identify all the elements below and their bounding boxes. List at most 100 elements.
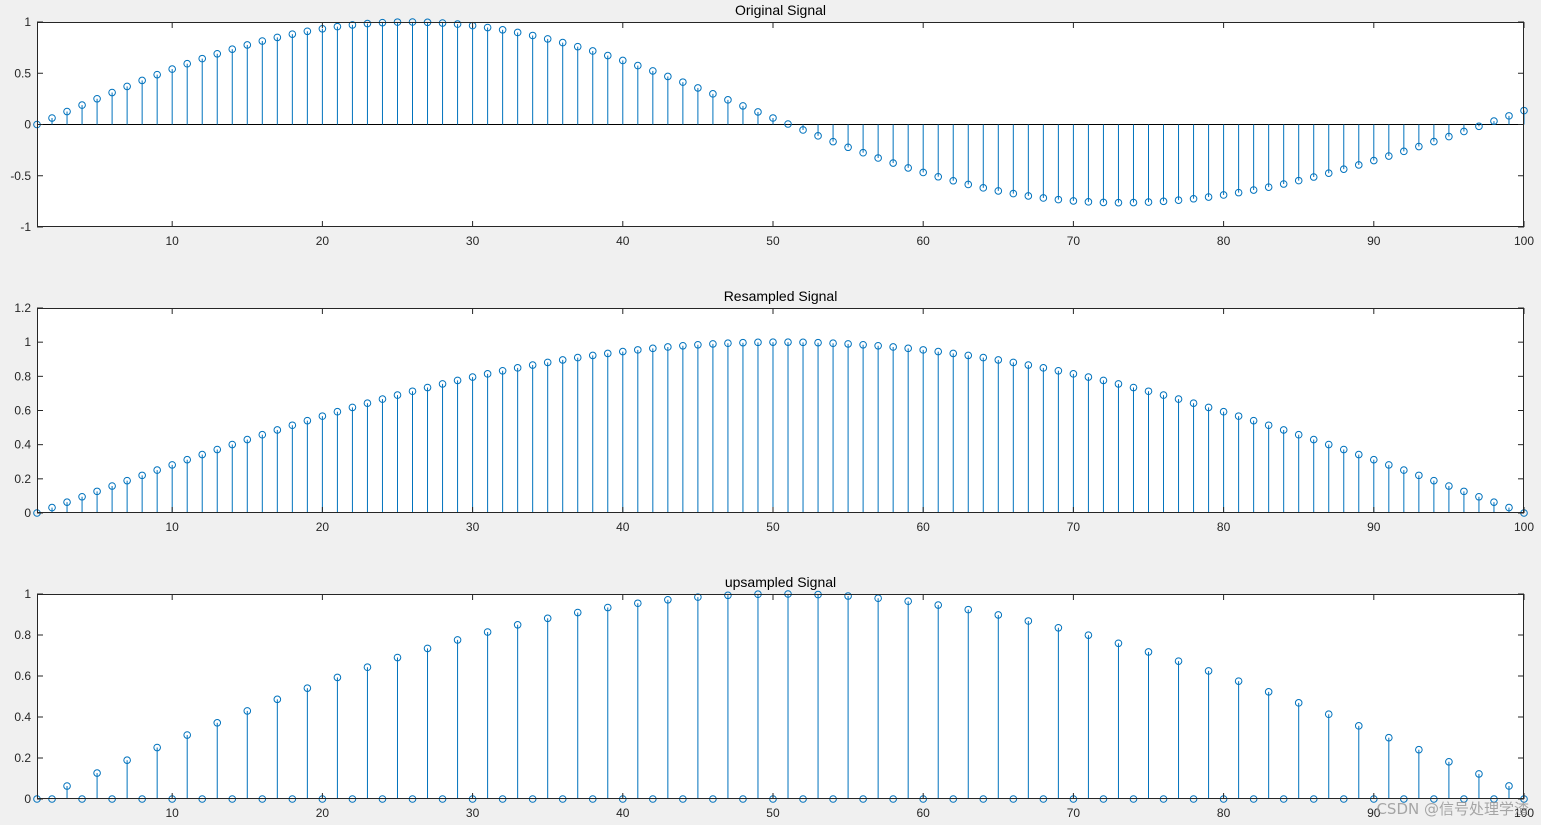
chart-title: upsampled Signal [725, 574, 836, 590]
stem-marker [844, 592, 852, 600]
y-tick-label: 0.8 [14, 369, 31, 383]
x-tick-label: 100 [1514, 234, 1534, 248]
stem-marker [1264, 183, 1273, 191]
stem-marker [198, 450, 207, 459]
stem-marker [498, 366, 507, 375]
stem-marker [1159, 197, 1168, 206]
y-tick-label: 1 [24, 15, 31, 29]
stem-marker [258, 430, 267, 439]
stem-marker [1445, 482, 1453, 490]
stem-marker [1490, 498, 1498, 506]
stem-marker [423, 383, 432, 392]
stem-marker [904, 344, 912, 353]
axes-background [37, 594, 1524, 799]
x-tick-label: 10 [166, 520, 180, 534]
stem-marker [874, 341, 882, 350]
stem-marker [1339, 165, 1348, 173]
stem-marker [1460, 127, 1468, 136]
stem-marker [63, 107, 71, 116]
stem-marker [363, 19, 372, 28]
x-tick-label: 100 [1514, 520, 1534, 534]
stem-marker [453, 20, 462, 28]
stem-marker [138, 76, 146, 85]
stem-marker [543, 35, 552, 43]
stem-marker [528, 361, 537, 369]
stem-marker [1324, 169, 1333, 177]
stem-marker [949, 349, 958, 358]
stem-marker [123, 476, 131, 485]
stem-marker [1144, 648, 1153, 656]
stem-marker [543, 614, 552, 623]
stem-marker [123, 756, 131, 764]
stem-marker [438, 19, 447, 27]
stem-marker [1415, 142, 1423, 151]
y-tick-label: 0.5 [14, 66, 31, 80]
stem-marker [1505, 112, 1513, 120]
stem-marker [1009, 358, 1018, 367]
x-tick-label: 60 [917, 234, 931, 248]
stem-marker [333, 673, 342, 682]
stem-marker [168, 65, 176, 73]
stem-marker [48, 503, 56, 512]
y-tick-label: 0.2 [14, 751, 31, 765]
stem-marker [303, 416, 312, 425]
stem-marker [1084, 373, 1093, 381]
stem-marker [1264, 421, 1273, 430]
stem-marker [1054, 195, 1063, 204]
stem-marker [919, 168, 927, 177]
y-tick-label: 0.6 [14, 404, 31, 418]
x-tick-label: 90 [1367, 520, 1381, 534]
stem-marker [769, 114, 777, 122]
stem-marker [228, 45, 237, 54]
stem-marker [1430, 476, 1438, 485]
stem-marker [1385, 733, 1393, 742]
x-tick-label: 40 [616, 520, 630, 534]
watermark: CSDN @信号处理学渣 [1376, 800, 1529, 818]
y-tick-label: 1 [24, 335, 31, 349]
stem-marker [679, 78, 687, 86]
stem-marker [183, 731, 192, 739]
stem-marker [1069, 197, 1078, 205]
stem-marker [1249, 416, 1258, 425]
stem-marker [93, 769, 101, 777]
stem-marker [588, 351, 597, 360]
axes-background [37, 308, 1524, 513]
stem-marker [213, 719, 222, 727]
stem-marker [754, 338, 762, 347]
x-tick-label: 90 [1367, 806, 1381, 820]
stem-marker [1279, 180, 1288, 188]
stem-marker [1024, 617, 1033, 625]
stem-marker [1400, 466, 1408, 474]
x-tick-label: 70 [1067, 520, 1081, 534]
stem-marker [453, 376, 462, 385]
stem-marker [1354, 450, 1363, 459]
x-tick-label: 20 [316, 520, 330, 534]
stem-marker [1039, 194, 1048, 202]
stem-marker [1475, 122, 1483, 131]
stem-marker [814, 132, 822, 140]
stem-marker [63, 498, 71, 506]
stem-marker [483, 628, 492, 636]
stem-marker [498, 26, 507, 34]
y-tick-label: -1 [20, 220, 31, 234]
stem-marker [1009, 189, 1018, 198]
stem-marker [1505, 782, 1513, 790]
stem-marker [994, 611, 1003, 619]
stem-marker [1129, 383, 1138, 392]
stem-marker [363, 399, 372, 407]
y-tick-label: 0.8 [14, 628, 31, 642]
stem-marker [573, 42, 582, 51]
x-tick-label: 80 [1217, 520, 1231, 534]
stem-marker [979, 353, 988, 362]
x-tick-label: 10 [166, 806, 180, 820]
stem-marker [874, 154, 882, 162]
stem-marker [63, 782, 71, 790]
stem-marker [829, 137, 837, 146]
stem-marker [243, 41, 252, 49]
stem-marker [739, 338, 747, 347]
stem-marker [288, 30, 297, 38]
stem-marker [258, 37, 267, 45]
x-tick-label: 50 [766, 806, 780, 820]
stem-marker [964, 351, 973, 360]
x-tick-label: 90 [1367, 234, 1381, 248]
